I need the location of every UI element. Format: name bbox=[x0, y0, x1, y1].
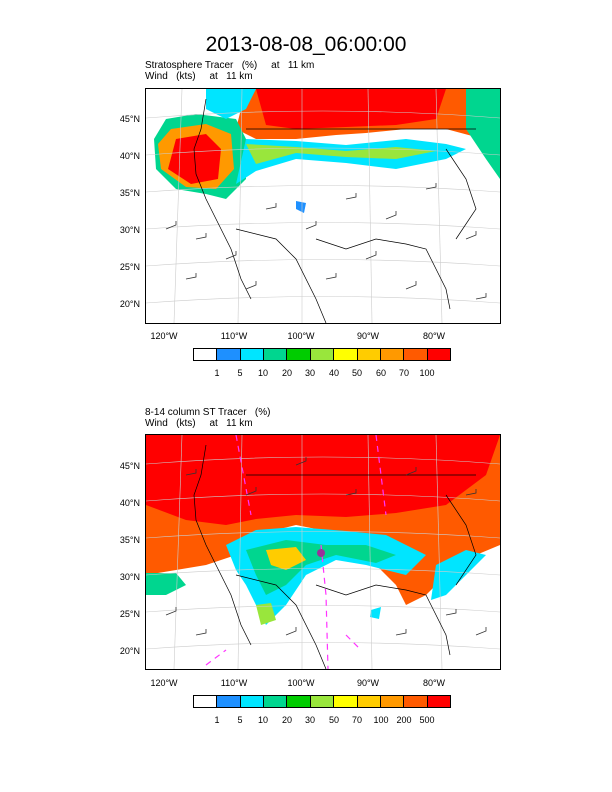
panel2-subtitle-tracer: 8-14 column ST Tracer (%) bbox=[145, 407, 271, 418]
panel1-colorbar-label: 1 bbox=[214, 368, 220, 378]
colorbar-swatch bbox=[380, 349, 405, 360]
colorbar-swatch bbox=[264, 696, 288, 707]
panel1-colorbar-label: 100 bbox=[419, 368, 435, 378]
panel1-lon-label: 100°W bbox=[287, 331, 315, 341]
colorbar-swatch bbox=[404, 349, 428, 360]
panel2-lon-label: 80°W bbox=[422, 678, 446, 688]
panel1-lon-label: 120°W bbox=[150, 331, 178, 341]
panel1-colorbar-label: 70 bbox=[398, 368, 409, 378]
panel1-lat-label: 25°N bbox=[119, 262, 140, 272]
panel1-lat-label: 20°N bbox=[119, 299, 140, 309]
panel1-subtitle-tracer: Stratosphere Tracer (%) at 11 km bbox=[145, 60, 315, 71]
colorbar-swatch bbox=[217, 696, 241, 707]
panel2-colorbar-label: 500 bbox=[419, 715, 435, 725]
panel1-lon-label: 80°W bbox=[422, 331, 446, 341]
panel2-lon-label: 100°W bbox=[287, 678, 315, 688]
panel1-colorbar-label: 50 bbox=[351, 368, 362, 378]
panel2-colorbar-label: 200 bbox=[396, 715, 412, 725]
colorbar-swatch bbox=[427, 349, 450, 360]
panel2-lat-label: 35°N bbox=[119, 535, 140, 545]
panel1-graticule bbox=[146, 89, 500, 323]
panel1-subtitle-wind: Wind (kts) at 11 km bbox=[145, 71, 253, 82]
panel1-coastlines bbox=[193, 98, 477, 323]
colorbar-swatch bbox=[287, 696, 311, 707]
panel1-lat-label: 30°N bbox=[119, 225, 140, 235]
panel1-lat-label: 35°N bbox=[119, 188, 140, 198]
colorbar-swatch bbox=[357, 349, 381, 360]
colorbar-swatch bbox=[404, 696, 428, 707]
panel2-colorbar-label: 1 bbox=[214, 715, 220, 725]
panel2-map bbox=[145, 434, 501, 670]
panel1-colorbar-label: 20 bbox=[281, 368, 292, 378]
panel2-lon-label: 110°W bbox=[220, 678, 248, 688]
panel2-graticule bbox=[146, 435, 500, 669]
panel1-wind-barbs bbox=[165, 183, 487, 300]
panel2-subtitle-wind: Wind (kts) at 11 km bbox=[145, 418, 253, 429]
panel2-tracer-field bbox=[146, 435, 500, 625]
panel2-lat-label: 20°N bbox=[119, 646, 140, 656]
colorbar-swatch bbox=[240, 349, 265, 360]
panel2-lat-label: 30°N bbox=[119, 572, 140, 582]
panel2-lon-label: 120°W bbox=[150, 678, 178, 688]
panel2-coastlines bbox=[193, 444, 477, 669]
colorbar-swatch bbox=[310, 696, 335, 707]
colorbar-swatch bbox=[310, 349, 335, 360]
panel2-colorbar-label: 5 bbox=[237, 715, 243, 725]
panel1-map bbox=[145, 88, 501, 324]
panel2-wind-barbs bbox=[165, 457, 487, 636]
colorbar-swatch bbox=[334, 349, 358, 360]
panel2-colorbar-label: 20 bbox=[281, 715, 292, 725]
panel2-lat-label: 45°N bbox=[119, 461, 140, 471]
panel2-lat-label: 40°N bbox=[119, 498, 140, 508]
panel2-colorbar-label: 50 bbox=[328, 715, 339, 725]
panel2-colorbar-label: 10 bbox=[257, 715, 268, 725]
panel2-dashed-contours bbox=[205, 435, 387, 669]
page-title: 2013-08-08_06:00:00 bbox=[205, 33, 407, 56]
colorbar-swatch bbox=[194, 349, 218, 360]
panel2-colorbar bbox=[193, 695, 451, 708]
panel1-colorbar bbox=[193, 348, 451, 361]
panel2-colorbar-label: 100 bbox=[373, 715, 389, 725]
colorbar-swatch bbox=[194, 696, 218, 707]
panel1-lat-label: 45°N bbox=[119, 114, 140, 124]
panel2-lon-label: 90°W bbox=[356, 678, 380, 688]
panel1-lat-label: 40°N bbox=[119, 151, 140, 161]
panel1-colorbar-label: 5 bbox=[237, 368, 243, 378]
panel1-colorbar-label: 30 bbox=[304, 368, 315, 378]
panel1-colorbar-label: 60 bbox=[375, 368, 386, 378]
colorbar-swatch bbox=[334, 696, 358, 707]
panel1-lon-label: 90°W bbox=[356, 331, 380, 341]
colorbar-swatch bbox=[217, 349, 241, 360]
colorbar-swatch bbox=[264, 349, 288, 360]
colorbar-swatch bbox=[357, 696, 381, 707]
panel1-lon-label: 110°W bbox=[220, 331, 248, 341]
panel2-lat-label: 25°N bbox=[119, 609, 140, 619]
panel2-tracer-hotspot bbox=[317, 549, 325, 557]
colorbar-swatch bbox=[427, 696, 450, 707]
panel2-colorbar-label: 30 bbox=[304, 715, 315, 725]
colorbar-swatch bbox=[240, 696, 265, 707]
panel1-colorbar-label: 40 bbox=[328, 368, 339, 378]
colorbar-swatch bbox=[380, 696, 405, 707]
colorbar-swatch bbox=[287, 349, 311, 360]
panel2-colorbar-label: 70 bbox=[351, 715, 362, 725]
panel1-colorbar-label: 10 bbox=[257, 368, 268, 378]
